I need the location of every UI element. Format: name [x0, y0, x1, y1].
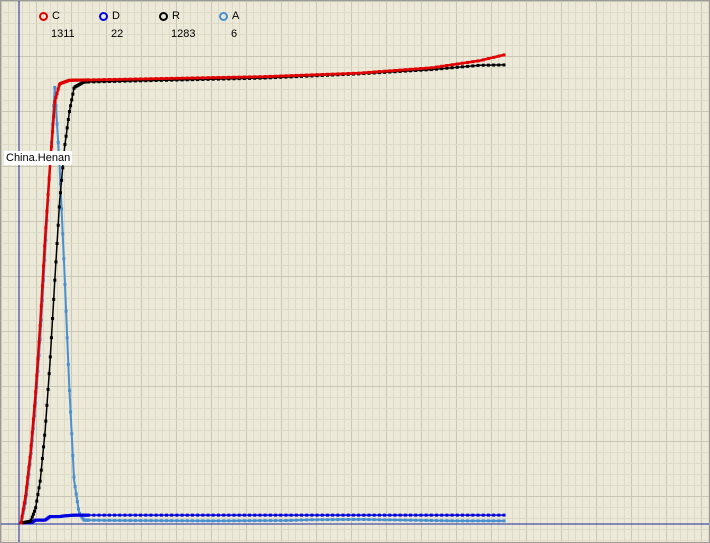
legend-item-d: D	[99, 10, 120, 22]
legend-marker-d	[99, 11, 108, 21]
legend-label-r: R	[172, 10, 180, 22]
legend-label-a: A	[232, 10, 240, 22]
series-line-a	[20, 87, 504, 524]
legend-marker-a	[219, 11, 228, 21]
series-c	[19, 53, 506, 525]
legend-value-c: 1311	[51, 28, 75, 40]
legend-value-a: 6	[231, 28, 238, 40]
series-line-d	[21, 514, 504, 524]
legend-label-c: C	[52, 10, 60, 22]
legend-value-d: 22	[111, 28, 124, 40]
legend-item-a: A	[219, 10, 239, 22]
legend-marker-c	[39, 11, 48, 21]
legend-item-r: R	[159, 10, 180, 22]
region-label: China.Henan	[4, 151, 73, 165]
legend-label-d: D	[112, 10, 120, 22]
series-line-c	[19, 53, 505, 524]
legend-value-r: 1283	[171, 28, 196, 40]
legend-marker-r	[159, 11, 168, 21]
legend-item-c: C	[39, 10, 60, 22]
